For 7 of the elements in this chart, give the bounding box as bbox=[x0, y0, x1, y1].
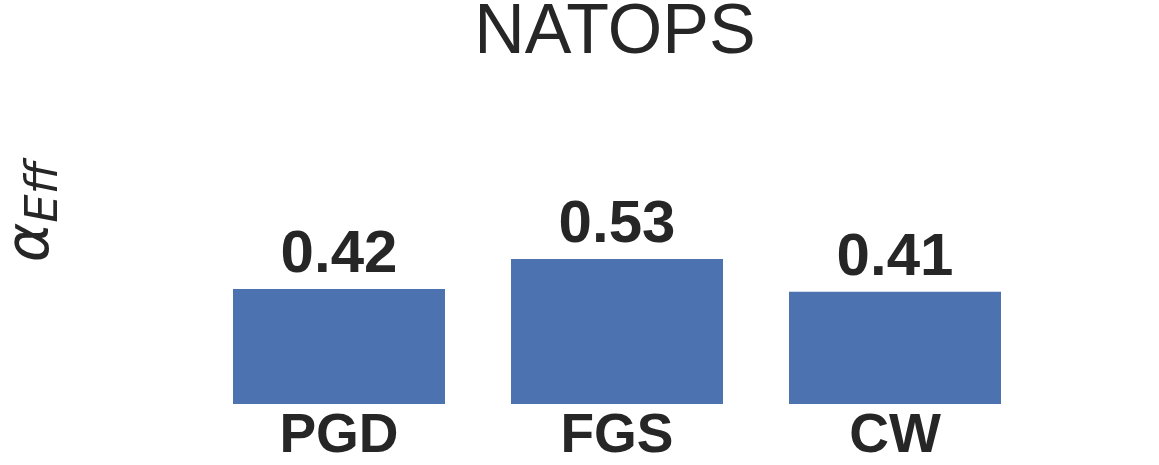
data-label: 0.53 bbox=[558, 188, 676, 255]
x-tick-label: PGD bbox=[279, 402, 399, 465]
chart-title: NATOPS bbox=[473, 0, 757, 68]
x-tick-label: CW bbox=[849, 402, 941, 465]
data-label: 0.41 bbox=[836, 220, 954, 288]
data-label: 0.42 bbox=[280, 218, 398, 286]
x-tick-label: FGS bbox=[560, 402, 674, 465]
